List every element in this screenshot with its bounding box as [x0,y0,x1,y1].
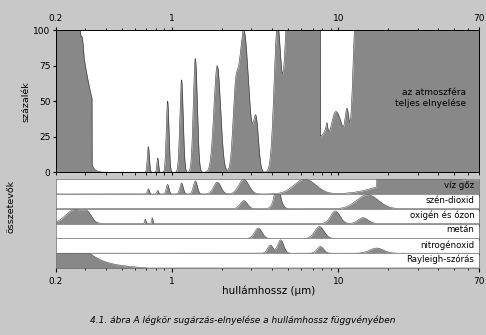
Text: hullámhossz (μm): hullámhossz (μm) [222,285,315,296]
Text: szén-dioxid: szén-dioxid [426,196,474,205]
Text: összetevők: összetevők [6,180,15,232]
Text: Rayleigh-szórás: Rayleigh-szórás [407,255,474,264]
Text: metán: metán [447,225,474,234]
Text: az atmoszféra
teljes elnyelése: az atmoszféra teljes elnyelése [395,88,466,108]
Y-axis label: százalék: százalék [21,81,30,122]
Text: víz gőz: víz gőz [445,181,474,190]
Text: oxigén és ózon: oxigén és ózon [410,211,474,220]
Text: 4.1. ábra A légkör sugárzás-elnyelése a hullámhossz függvényében: 4.1. ábra A légkör sugárzás-elnyelése a … [90,315,396,325]
Text: nitrogénoxid: nitrogénoxid [420,240,474,250]
